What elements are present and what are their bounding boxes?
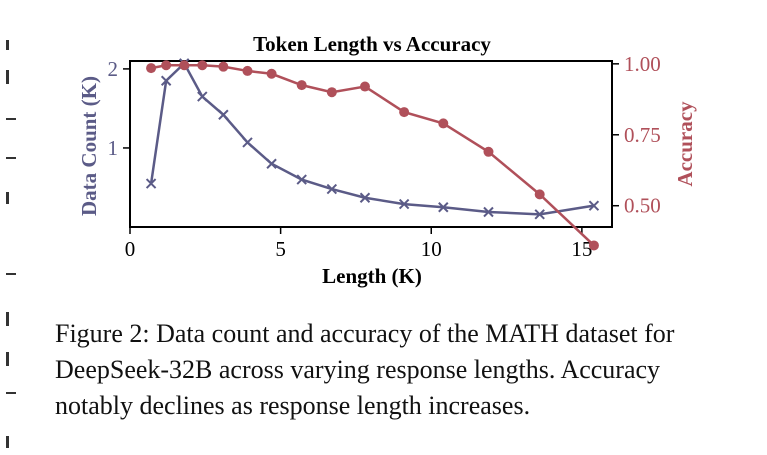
data-point-dot (534, 189, 545, 200)
data-point-dot (218, 61, 229, 72)
data-point-dot (296, 80, 307, 91)
data-point-dot (242, 65, 253, 76)
right-y-axis-label: Accuracy (673, 101, 697, 187)
series-line (149, 61, 595, 216)
data-point-x (359, 192, 371, 203)
data-point-x (266, 158, 277, 169)
data-point-x (483, 206, 494, 218)
data-point-x (534, 209, 545, 220)
data-point-dot (197, 60, 208, 71)
left-margin-marks (0, 0, 20, 455)
data-point-dot (179, 60, 190, 71)
data-point-x (145, 178, 157, 189)
data-point-dot (266, 68, 277, 79)
series-layer (145, 58, 600, 251)
x-tick-label: 10 (421, 237, 442, 261)
data-count-series (145, 58, 600, 220)
x-axis: 0 5 10 15 (125, 227, 592, 261)
right-y-tick-label: 1.00 (624, 52, 661, 76)
data-point-dot (483, 146, 494, 157)
data-point-dot (326, 87, 337, 98)
x-tick-label: 5 (275, 237, 286, 261)
data-point-dot (359, 81, 370, 92)
chart-title: Token Length vs Accuracy (253, 32, 491, 56)
data-point-x (197, 91, 208, 102)
data-point-x (588, 200, 600, 211)
data-point-dot (146, 63, 157, 74)
right-y-axis: 0.50 0.75 1.00 (612, 52, 661, 218)
data-point-x (326, 183, 338, 195)
x-tick-label: 15 (571, 237, 592, 261)
data-point-x (160, 75, 172, 86)
data-point-x (242, 137, 253, 148)
left-y-tick-label: 1 (108, 136, 119, 160)
chart: Token Length vs Accuracy 0 5 10 15 12 0.500… (77, 32, 697, 288)
right-y-tick-label: 0.75 (624, 123, 661, 147)
series-line (150, 64, 595, 247)
data-point-dot (399, 107, 410, 118)
accuracy-series (146, 60, 599, 251)
left-y-axis: 12 (108, 57, 130, 160)
data-point-dot (161, 60, 172, 71)
left-y-tick-label: 2 (108, 57, 119, 81)
x-tick-label: 0 (125, 237, 136, 261)
plot-area (129, 60, 613, 228)
data-point-dot (588, 240, 599, 251)
data-point-x (398, 198, 410, 210)
x-axis-label: Length (K) (322, 264, 422, 288)
data-point-x (218, 109, 229, 120)
left-y-axis-label: Data Count (K) (77, 76, 101, 216)
figure-caption: Figure 2: Data count and accuracy of the… (55, 319, 675, 420)
data-point-x (438, 202, 449, 213)
data-point-x (296, 174, 307, 185)
data-point-dot (438, 118, 449, 129)
right-y-tick-label: 0.50 (624, 194, 661, 218)
